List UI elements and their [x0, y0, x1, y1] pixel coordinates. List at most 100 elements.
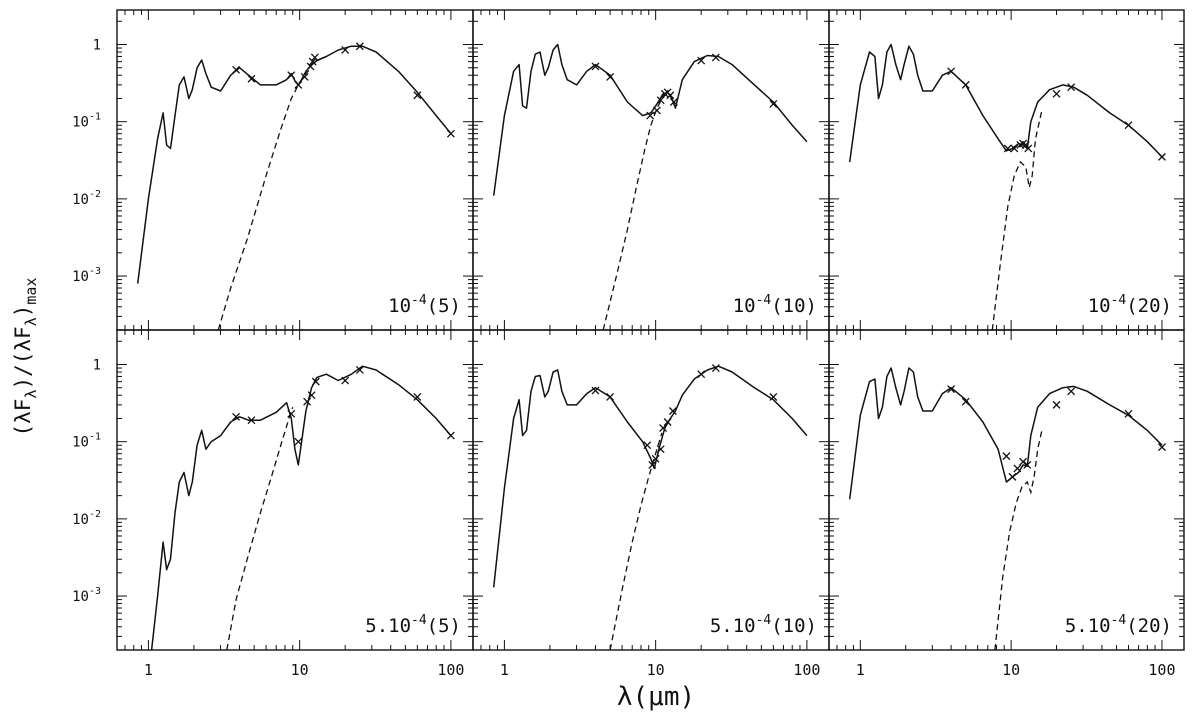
panel-label-tail: (10): [771, 615, 817, 637]
panel-label-base: 10: [1088, 295, 1111, 317]
data-point-marker: [646, 111, 655, 120]
panel-label: 5.10-4(20): [1065, 613, 1172, 637]
data-point-marker: [1124, 121, 1133, 130]
y-tick-label: 10-2: [72, 189, 101, 208]
data-point-marker: [1023, 460, 1032, 469]
series-solid-line: [150, 365, 452, 650]
data-point-marker: [648, 460, 657, 469]
x-tick-label: 1: [144, 661, 153, 679]
data-point-marker: [294, 80, 303, 89]
data-point-marker: [1021, 140, 1030, 149]
y-tick-label: 1: [93, 358, 101, 374]
y-tick-label: 10-3: [72, 586, 101, 605]
x-tick-label: 10: [1002, 661, 1020, 679]
panel-frame: [116, 329, 474, 651]
series-solid-line: [136, 45, 452, 284]
panel-3: 10-4(20): [828, 9, 1185, 331]
panel-label-tail: (5): [427, 295, 461, 317]
panel-label-tail: (10): [771, 295, 817, 317]
panel-label-base: 5.10: [365, 615, 411, 637]
series-dashed-line: [217, 67, 313, 330]
x-tick-label: 100: [1148, 661, 1175, 679]
plot-area: [150, 365, 455, 650]
y-tick-label: 10-1: [72, 112, 101, 131]
data-point-marker: [656, 445, 665, 454]
x-tick-label: 100: [793, 661, 820, 679]
data-point-marker: [1052, 400, 1061, 409]
data-point-marker: [247, 74, 256, 83]
data-point-marker: [287, 409, 296, 418]
panel-1: 10-4(5): [116, 9, 474, 331]
data-point-marker: [311, 377, 320, 386]
series-dashed-line: [991, 110, 1043, 330]
data-point-marker: [355, 42, 364, 51]
data-point-marker: [1067, 387, 1076, 396]
data-point-marker: [1003, 144, 1012, 153]
data-point-marker: [606, 72, 615, 81]
panel-label-exp: -4: [756, 613, 772, 628]
data-point-marker: [651, 454, 660, 463]
data-point-marker: [697, 370, 706, 379]
data-point-marker: [308, 57, 317, 66]
data-point-marker: [1019, 457, 1028, 466]
y-tick-label: 10-3: [72, 266, 101, 285]
data-point-marker: [1024, 144, 1033, 153]
data-point-marker: [1052, 89, 1061, 98]
panel-label-exp: -4: [1111, 293, 1127, 308]
panel-frame: [828, 9, 1185, 331]
y-tick-label: 10-2: [72, 509, 101, 528]
panel-label-exp: -4: [756, 293, 772, 308]
data-point-marker: [1010, 144, 1019, 153]
plot-area: [848, 43, 1166, 330]
data-point-marker: [446, 431, 455, 440]
data-point-marker: [656, 96, 665, 105]
data-point-marker: [247, 416, 256, 425]
data-point-marker: [307, 391, 316, 400]
data-point-marker: [947, 385, 956, 394]
data-point-marker: [666, 91, 675, 100]
panel-5: 5.10-4(10): [472, 329, 830, 651]
x-axis-label: λ(μm): [617, 682, 695, 712]
series-solid-line: [492, 365, 808, 588]
data-point-marker: [591, 62, 600, 71]
data-point-marker: [413, 392, 422, 401]
data-point-marker: [1067, 83, 1076, 92]
data-point-marker: [769, 99, 778, 108]
plot-area: [492, 364, 808, 650]
data-point-marker: [300, 72, 309, 81]
data-point-marker: [1158, 443, 1166, 452]
data-point-marker: [287, 71, 296, 80]
data-point-marker: [1124, 409, 1133, 418]
data-point-marker: [961, 80, 970, 89]
series-solid-line: [848, 43, 1163, 163]
series-dashed-line: [994, 430, 1043, 650]
y-tick-label: 10-1: [72, 432, 101, 451]
data-point-marker: [232, 65, 241, 74]
y-label-numerator: (λF: [11, 399, 35, 437]
plot-area: [136, 42, 455, 330]
y-label-sub-1: λ: [22, 390, 40, 399]
data-point-marker: [1158, 152, 1166, 161]
series-dashed-line: [226, 406, 294, 650]
data-point-marker: [652, 106, 661, 115]
panel-frame: [472, 9, 830, 331]
data-point-marker: [1013, 464, 1022, 473]
x-tick-label: 10: [647, 661, 665, 679]
x-tick-label: 1: [500, 661, 509, 679]
panel-label: 5.10-4(10): [710, 613, 817, 637]
panel-label-base: 5.10: [710, 615, 756, 637]
panel-label: 10-4(10): [733, 293, 817, 317]
panel-label-base: 10: [733, 295, 756, 317]
plot-area: [848, 367, 1166, 650]
data-point-marker: [769, 392, 778, 401]
y-label-mid: )/(λF: [11, 326, 35, 389]
shared-axes: 1 10-1 10-2 10-3 1 10 100 1 10-1 10-2 10-3 1 10 100 1 1…: [72, 38, 1175, 679]
panel-label-tail: (20): [1126, 615, 1172, 637]
x-tick-label: 100: [437, 661, 464, 679]
y-label-sub-2: λ: [22, 317, 40, 326]
data-point-marker: [303, 397, 312, 406]
panel-grid: 10-4(5) 10-4(10) 10-4(20)5.10-4(5) 5.10-4(1…: [116, 9, 1185, 651]
data-point-marker: [947, 67, 956, 76]
panel-label-exp: -4: [1111, 613, 1127, 628]
